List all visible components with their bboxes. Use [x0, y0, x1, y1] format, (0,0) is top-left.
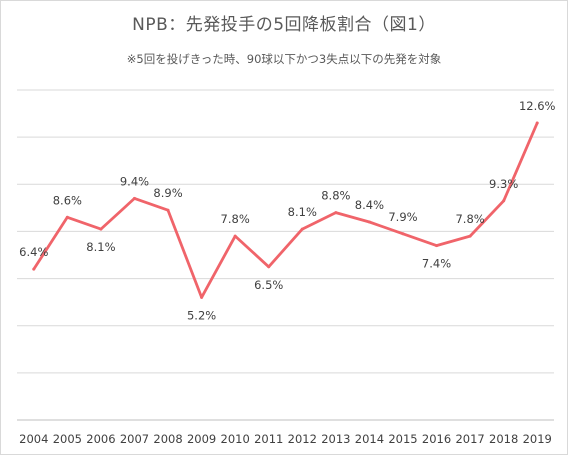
data-point: [300, 227, 304, 231]
x-tick-label: 2006: [86, 432, 115, 446]
data-label: 9.3%: [489, 177, 518, 191]
data-label: 9.4%: [120, 174, 149, 188]
data-point: [65, 215, 69, 219]
data-point: [468, 234, 472, 238]
data-label: 7.9%: [388, 210, 417, 224]
x-axis: 2004 2005 2006 2007 2008 2009 2010 2011 2012 2013…: [19, 432, 552, 446]
data-label: 8.1%: [86, 240, 115, 254]
data-point: [435, 244, 439, 248]
data-labels: 6.4% 8.6% 8.1% 9.4% 8.9% 5.2% 7.8% 6.5% 8.1% 8.8%…: [19, 99, 555, 322]
data-label: 8.9%: [153, 186, 182, 200]
x-tick-label: 2004: [19, 432, 48, 446]
series-line: [32, 121, 539, 299]
x-tick-label: 2011: [254, 432, 283, 446]
data-label: 5.2%: [187, 308, 216, 322]
series-layer: [32, 121, 539, 299]
data-point: [166, 208, 170, 212]
data-point: [535, 121, 539, 125]
data-point: [200, 295, 204, 299]
x-tick-label: 2005: [53, 432, 82, 446]
data-label: 8.8%: [321, 189, 350, 203]
x-tick-label: 2009: [187, 432, 216, 446]
data-label: 8.4%: [355, 198, 384, 212]
x-tick-label: 2012: [288, 432, 317, 446]
x-tick-label: 2015: [388, 432, 417, 446]
x-tick-label: 2016: [422, 432, 451, 446]
x-tick-label: 2008: [153, 432, 182, 446]
x-tick-label: 2010: [221, 432, 250, 446]
x-tick-label: 2019: [523, 432, 552, 446]
x-tick-label: 2007: [120, 432, 149, 446]
data-label: 7.4%: [422, 257, 451, 271]
chart-subtitle: ※5回を投げきった時、90球以下かつ3失点以下の先発を対象: [126, 52, 442, 66]
data-label: 12.6%: [519, 99, 556, 113]
chart-title: NPB：先発投手の5回降板割合（図1）: [132, 15, 436, 35]
data-point: [267, 265, 271, 269]
x-tick-label: 2014: [355, 432, 384, 446]
data-point: [401, 232, 405, 236]
x-tick-label: 2017: [455, 432, 484, 446]
data-label: 8.6%: [53, 193, 82, 207]
data-point: [32, 267, 36, 271]
data-label: 6.4%: [19, 245, 48, 259]
data-point: [233, 234, 237, 238]
data-label: 7.8%: [221, 212, 250, 226]
data-point: [132, 196, 136, 200]
x-tick-label: 2013: [321, 432, 350, 446]
data-point: [502, 199, 506, 203]
gridlines: [17, 89, 554, 421]
data-point: [99, 227, 103, 231]
data-point: [334, 211, 338, 215]
data-point: [367, 220, 371, 224]
data-label: 6.5%: [254, 278, 283, 292]
x-tick-label: 2018: [489, 432, 518, 446]
data-label: 7.8%: [455, 212, 484, 226]
data-label: 8.1%: [288, 205, 317, 219]
